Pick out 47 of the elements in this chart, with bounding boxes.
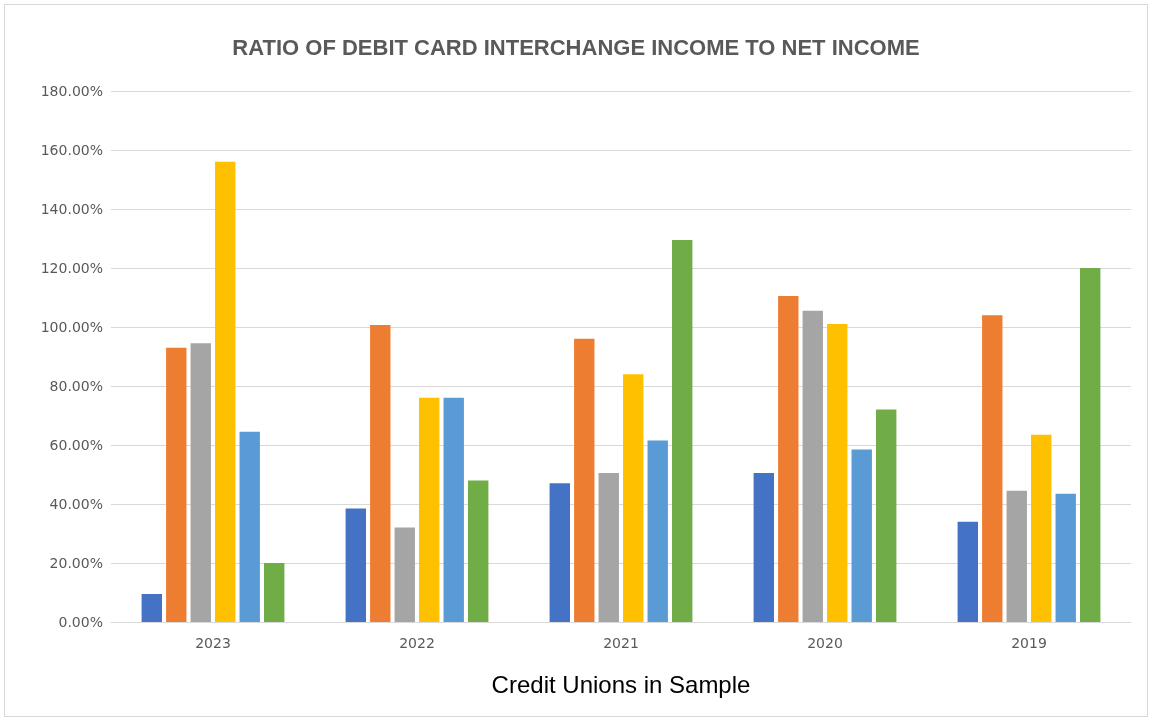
bar — [802, 310, 823, 622]
bar — [851, 449, 872, 622]
y-tick-label: 180.00% — [40, 83, 103, 99]
x-axis-title: Credit Unions in Sample — [491, 670, 751, 698]
bar — [778, 296, 799, 622]
bar — [264, 563, 285, 622]
bar — [753, 473, 774, 622]
x-tick-label: 2022 — [399, 635, 435, 651]
bar — [1006, 490, 1027, 622]
bar — [141, 593, 162, 622]
bar — [1080, 268, 1101, 622]
bar — [166, 347, 187, 622]
y-tick-label: 20.00% — [49, 555, 103, 571]
bar — [876, 409, 897, 622]
bar — [623, 374, 644, 622]
y-tick-label: 0.00% — [58, 614, 103, 630]
bar — [190, 343, 211, 622]
y-tick-label: 60.00% — [49, 437, 103, 453]
bar — [672, 239, 693, 622]
bar — [647, 440, 668, 622]
y-tick-label: 80.00% — [49, 378, 103, 394]
x-tick-label: 2019 — [1011, 635, 1047, 651]
bar — [574, 338, 595, 622]
chart-title: RATIO OF DEBIT CARD INTERCHANGE INCOME TO NET INCOME — [232, 34, 920, 60]
bar — [394, 527, 415, 622]
y-tick-label: 140.00% — [40, 201, 103, 217]
y-tick-label: 100.00% — [40, 319, 103, 335]
bar — [345, 508, 366, 622]
x-tick-label: 2020 — [807, 635, 843, 651]
bar — [982, 315, 1003, 622]
x-tick-label: 2023 — [195, 635, 231, 651]
bar — [443, 397, 464, 622]
y-tick-label: 160.00% — [40, 142, 103, 158]
bar — [468, 480, 489, 622]
y-tick-label: 120.00% — [40, 260, 103, 276]
bar — [957, 521, 978, 622]
bar — [419, 397, 440, 622]
bar — [827, 324, 848, 622]
bar — [215, 161, 236, 622]
x-tick-label: 2021 — [603, 635, 639, 651]
bar — [1055, 493, 1076, 622]
bar — [549, 483, 570, 622]
bar — [598, 473, 619, 622]
y-tick-label: 40.00% — [49, 496, 103, 512]
bar — [370, 324, 391, 622]
bar — [239, 431, 260, 622]
bar — [1031, 434, 1052, 622]
